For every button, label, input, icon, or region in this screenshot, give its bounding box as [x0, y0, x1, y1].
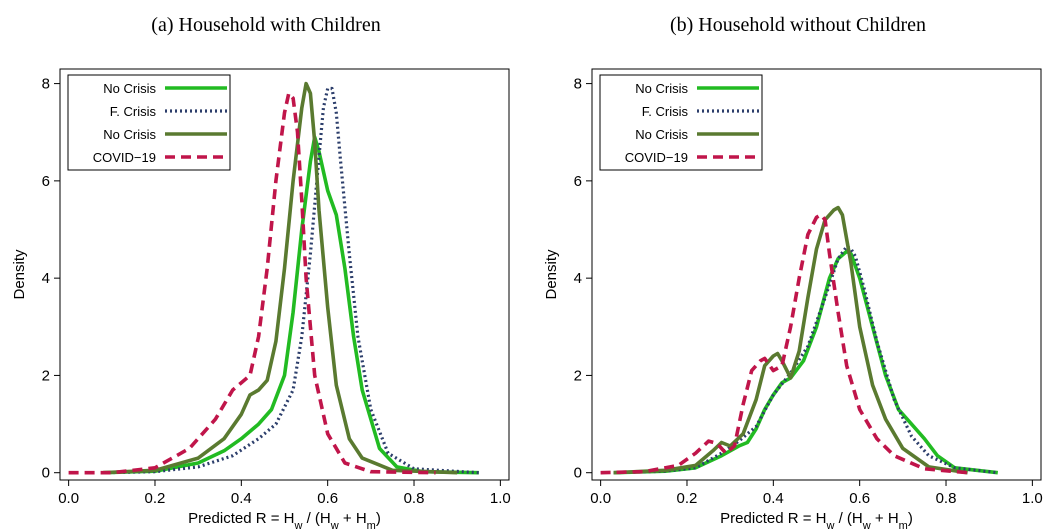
- x-tick-label: 0.6: [849, 490, 870, 507]
- y-tick-label: 4: [42, 270, 50, 287]
- x-tick-label: 1.0: [490, 490, 511, 507]
- chart-title: (a) Household with Children: [151, 14, 381, 36]
- series-line-1: [103, 86, 479, 475]
- x-tick-label: 0.4: [231, 490, 252, 507]
- x-tick-label: 1.0: [1022, 490, 1043, 507]
- legend-label: F. Crisis: [642, 104, 689, 119]
- legend-label: No Crisis: [103, 81, 156, 96]
- y-tick-label: 8: [42, 76, 50, 93]
- series-line-3: [68, 91, 436, 475]
- x-tick-label: 0.4: [763, 490, 784, 507]
- legend-label: COVID−19: [625, 150, 688, 165]
- y-tick-label: 6: [42, 173, 50, 190]
- panel-b: (b) Household without Children 0 2 4 6 8 0.0 0…: [532, 0, 1064, 529]
- chart-a-svg: 0 2 4 6 8 0.0 0.2 0.4 0.6 0.8 1.0 Density Predicted …: [11, 68, 511, 529]
- x-axis-label: Predicted R = Hw / (Hw + Hm): [188, 510, 381, 529]
- legend-label: No Crisis: [635, 127, 688, 142]
- chart-b-svg: 0 2 4 6 8 0.0 0.2 0.4 0.6 0.8 1.0 Density Predicted …: [543, 68, 1043, 529]
- y-tick-label: 8: [574, 76, 582, 93]
- series-line-2: [103, 81, 458, 475]
- x-tick-label: 0.2: [677, 490, 698, 507]
- x-tick-label: 0.0: [58, 490, 79, 507]
- series-line-0: [103, 135, 479, 475]
- legend-box: [67, 74, 231, 171]
- series-line-0: [613, 249, 999, 475]
- y-tick-label: 4: [574, 270, 582, 287]
- panel-a: (a) Household with Children 0 2 4 6 8 0.0 0.2 0…: [11, 14, 511, 529]
- x-tick-label: 0.2: [145, 490, 166, 507]
- plot-frame: [591, 68, 1042, 481]
- x-tick-label: 0.8: [404, 490, 425, 507]
- y-tick-label: 0: [574, 465, 582, 482]
- y-tick-label: 2: [574, 367, 582, 384]
- chart-title: (b) Household without Children: [669, 14, 927, 36]
- legend-label: No Crisis: [635, 81, 688, 96]
- y-tick-label: 0: [42, 465, 50, 482]
- series-line-2: [613, 205, 968, 475]
- y-axis-label: Density: [11, 249, 28, 300]
- legend-box: [599, 74, 763, 171]
- legend-label: No Crisis: [103, 127, 156, 142]
- x-tick-label: 0.8: [936, 490, 957, 507]
- y-axis-label: Density: [543, 249, 560, 300]
- plot-frame: [59, 68, 510, 481]
- y-tick-label: 6: [574, 173, 582, 190]
- x-tick-label: 0.0: [590, 490, 611, 507]
- y-tick-label: 2: [42, 367, 50, 384]
- series-line-3: [600, 213, 968, 475]
- x-axis-label: Predicted R = Hw / (Hw + Hm): [720, 510, 913, 529]
- legend-label: COVID−19: [93, 150, 156, 165]
- x-tick-label: 0.6: [317, 490, 338, 507]
- legend-label: F. Crisis: [110, 104, 157, 119]
